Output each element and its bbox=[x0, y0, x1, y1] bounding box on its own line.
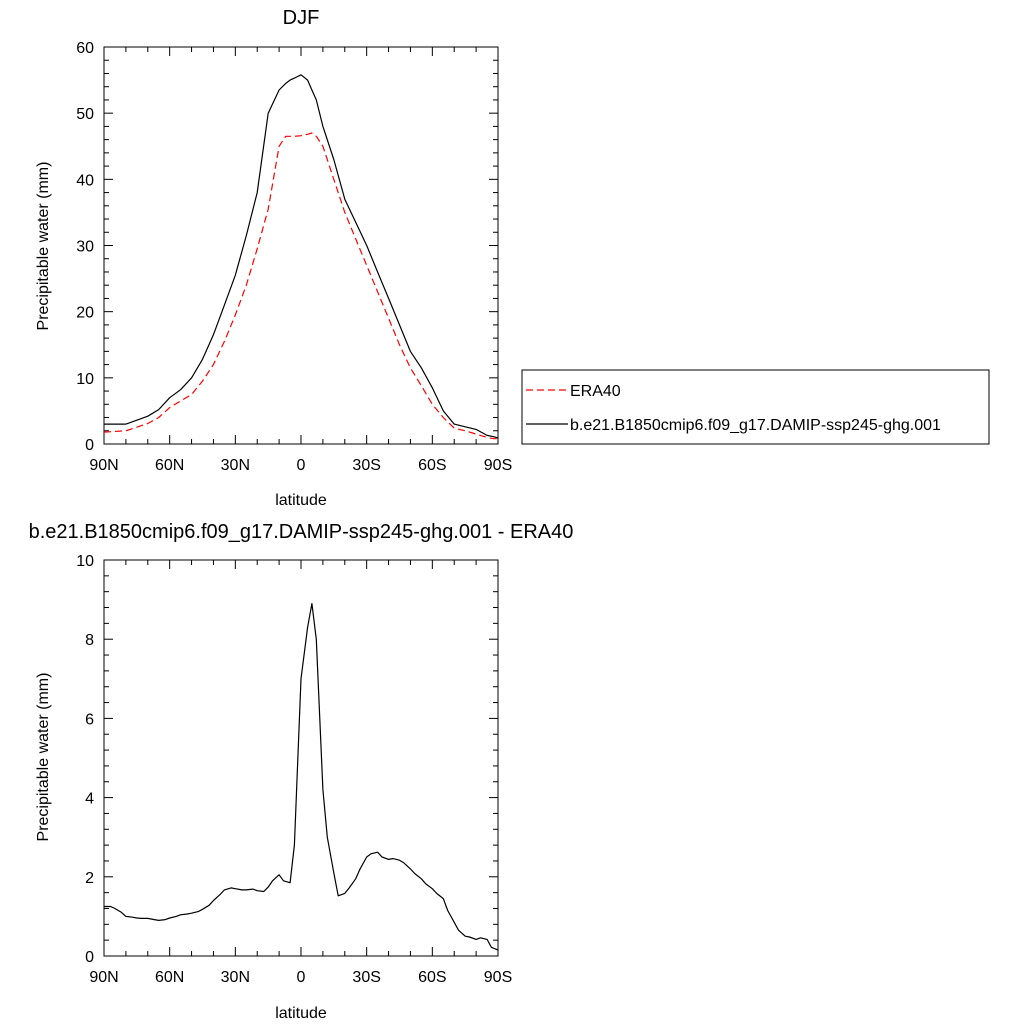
top-y-tick-label: 30 bbox=[76, 239, 94, 256]
top-chart-legend: ERA40 b.e21.B1850cmip6.f09_g17.DAMIP-ssp… bbox=[521, 369, 990, 445]
bottom-x-tick-label: 90S bbox=[484, 969, 512, 986]
bottom-y-tick-label: 4 bbox=[85, 791, 94, 808]
top-x-tick-label: 60S bbox=[418, 457, 446, 474]
top-x-tick-label: 90N bbox=[89, 457, 118, 474]
legend-era40-label: ERA40 bbox=[570, 383, 621, 400]
top-y-tick-label: 60 bbox=[76, 40, 94, 57]
bottom-y-tick-label: 2 bbox=[85, 870, 94, 887]
bottom-y-tick-label: 0 bbox=[85, 949, 94, 966]
top-x-tick-label: 90S bbox=[484, 457, 512, 474]
top-x-tick-label: 0 bbox=[297, 457, 306, 474]
bottom-y-tick-label: 8 bbox=[85, 632, 94, 649]
bottom-chart-xlabel: latitude bbox=[275, 1005, 327, 1022]
bottom-x-tick-label: 30S bbox=[352, 969, 380, 986]
top-chart-title: DJF bbox=[283, 7, 320, 29]
bottom-chart-axes: 90N 60N 30N 0 30S 60S 90S 0 2 4 6 8 10 bbox=[76, 553, 512, 986]
top-chart-axes: 90N 60N 30N 0 30S 60S 90S 0 10 20 30 40 50 60 bbox=[76, 40, 512, 474]
top-y-tick-label: 20 bbox=[76, 305, 94, 322]
bottom-series-line-difference bbox=[104, 602, 499, 951]
top-x-tick-label: 30S bbox=[352, 457, 380, 474]
top-chart-series bbox=[103, 74, 499, 440]
bottom-x-tick-label: 0 bbox=[297, 969, 306, 986]
bottom-x-tick-label: 60S bbox=[418, 969, 446, 986]
top-chart-ylabel: Precipitable water (mm) bbox=[35, 162, 52, 331]
bottom-y-tick-label: 10 bbox=[76, 553, 94, 570]
bottom-chart-ylabel: Precipitable water (mm) bbox=[35, 673, 52, 842]
top-y-tick-label: 50 bbox=[76, 106, 94, 123]
bottom-chart-panel: b.e21.B1850cmip6.f09_g17.DAMIP-ssp245-gh… bbox=[29, 521, 574, 1022]
top-y-tick-label: 40 bbox=[76, 172, 94, 189]
bottom-x-tick-label: 90N bbox=[89, 969, 118, 986]
bottom-x-tick-label: 60N bbox=[155, 969, 184, 986]
bottom-chart-series bbox=[104, 602, 499, 951]
top-y-tick-label: 0 bbox=[85, 437, 94, 454]
bottom-chart-title: b.e21.B1850cmip6.f09_g17.DAMIP-ssp245-gh… bbox=[29, 521, 574, 543]
legend-model-label: b.e21.B1850cmip6.f09_g17.DAMIP-ssp245-gh… bbox=[570, 417, 941, 434]
top-series-line-era40 bbox=[103, 132, 498, 440]
bottom-x-tick-label: 30N bbox=[221, 969, 250, 986]
bottom-y-tick-label: 6 bbox=[85, 711, 94, 728]
top-chart-xlabel: latitude bbox=[275, 492, 327, 509]
top-series-line-model bbox=[104, 74, 499, 439]
top-y-tick-label: 10 bbox=[76, 371, 94, 388]
legend-box bbox=[521, 369, 990, 445]
top-x-tick-label: 30N bbox=[221, 457, 250, 474]
top-x-tick-label: 60N bbox=[155, 457, 184, 474]
top-chart-panel: DJF 90N 60N 30N 0 30S 60S 90S 0 10 20 30 40 50 60 lat… bbox=[35, 7, 512, 509]
